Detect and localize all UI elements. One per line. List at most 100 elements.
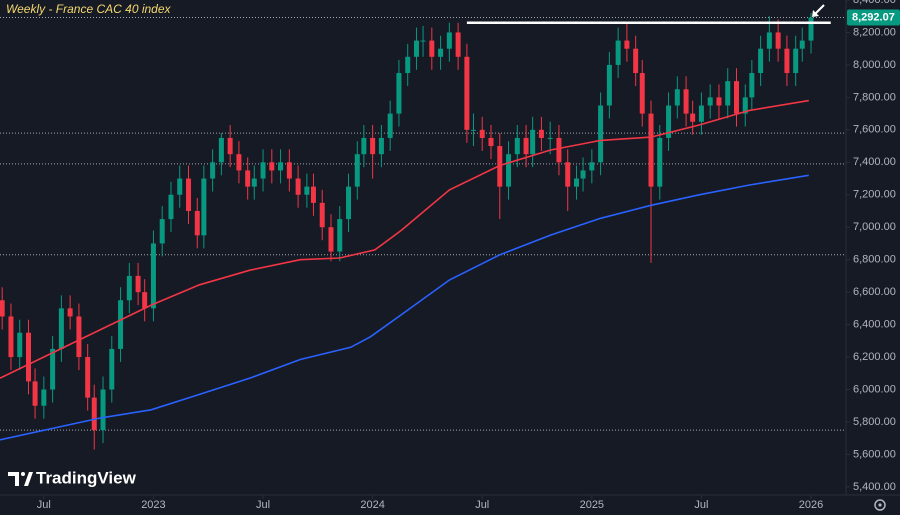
candle-body (742, 97, 748, 114)
settings-icon[interactable] (874, 499, 886, 511)
candle-body (506, 154, 512, 187)
candle-body (775, 32, 781, 49)
candle-body (648, 113, 654, 187)
x-tick-label: Jul (694, 499, 708, 511)
candle-body (346, 186, 352, 220)
candle-body (446, 32, 452, 49)
candle-body (319, 202, 325, 228)
candle-body (733, 81, 739, 114)
candle-body (32, 381, 38, 406)
x-tick-label: 2023 (141, 499, 165, 511)
candle-body (328, 227, 334, 252)
candle-body (337, 219, 343, 252)
y-tick-label: 6,400.00 (853, 318, 896, 330)
y-tick-label: 7,600.00 (853, 124, 896, 136)
candle-body (91, 397, 97, 431)
candle-body (85, 357, 91, 398)
candle-body (683, 89, 689, 114)
y-tick-label: 7,200.00 (853, 189, 896, 201)
x-tick-label: Jul (475, 499, 489, 511)
candle-body (589, 162, 595, 171)
candle-body (716, 97, 722, 106)
candle-body (109, 348, 115, 390)
x-tick-label: Jul (37, 499, 51, 511)
candle-body (606, 64, 612, 106)
candle-body (758, 48, 764, 74)
candle-body (201, 178, 207, 236)
candle-body (556, 137, 562, 163)
y-tick-label: 7,000.00 (853, 221, 896, 233)
candle-body (565, 162, 571, 187)
candle-body (168, 194, 174, 220)
moving-average-line (0, 99, 809, 379)
moving-average-line (0, 174, 809, 441)
candle-body (387, 113, 393, 138)
y-tick-label: 6,200.00 (853, 351, 896, 363)
axes: 5,400.00 5,600.00 5,800.00 6,000.00 6,200.00… (37, 0, 900, 511)
candle-body (286, 162, 292, 179)
y-tick-label: 6,800.00 (853, 254, 896, 266)
candle-body (396, 73, 402, 114)
arrow-annotation (812, 4, 825, 17)
candle-body (523, 137, 529, 155)
candle-body (488, 137, 494, 147)
candle-body (624, 40, 630, 49)
candle-body (793, 48, 799, 74)
candle-body (210, 162, 216, 179)
candle-body (413, 40, 419, 57)
candle-body (135, 275, 141, 293)
x-tick-label: Jul (256, 499, 270, 511)
candle-body (126, 275, 132, 301)
candle-body (150, 243, 156, 309)
candle-body (142, 292, 148, 309)
y-tick-label: 8,000.00 (853, 59, 896, 71)
candle-body (194, 210, 200, 236)
candle-body (547, 137, 553, 139)
y-tick-label: 6,000.00 (853, 383, 896, 395)
candle-body (420, 40, 426, 42)
candle-body (278, 162, 284, 171)
candle-body (245, 170, 251, 187)
y-tick-label: 8,200.00 (853, 26, 896, 38)
candle-body (784, 48, 790, 74)
candle-body (580, 170, 586, 179)
candle-body (8, 316, 14, 358)
x-tick-label: 2025 (580, 499, 604, 511)
candle-body (310, 186, 316, 203)
brand-logo: TradingView (8, 468, 137, 487)
y-tick-label: 5,600.00 (853, 448, 896, 460)
candle-body (236, 154, 242, 171)
y-tick-label: 8,400.00 (853, 0, 896, 6)
y-tick-label: 7,400.00 (853, 156, 896, 168)
candle-body (295, 178, 301, 195)
candle-body (25, 332, 31, 382)
candle-body (698, 105, 704, 122)
y-tick-label: 7,800.00 (853, 91, 896, 103)
candle-body (455, 32, 461, 57)
candle-body (0, 300, 5, 317)
candle-body (58, 308, 64, 349)
candle-body (50, 348, 56, 390)
candle-body (260, 162, 266, 179)
candle-body (633, 48, 639, 74)
candle-body (808, 17, 814, 41)
last-price-label: 8,292.07 (852, 11, 895, 23)
candle-body (378, 137, 384, 155)
candle-body (429, 40, 435, 57)
candle-body (615, 40, 621, 65)
candle-body (405, 56, 411, 74)
candle-body (573, 178, 579, 187)
candle-body (251, 178, 257, 187)
candle-body (725, 81, 731, 106)
candle-body (159, 219, 165, 244)
candle-body (479, 129, 485, 138)
candle-body (354, 154, 360, 187)
candle-body (227, 137, 233, 155)
plot-area (0, 12, 845, 450)
candle-body (177, 178, 183, 195)
candle-body (41, 389, 47, 406)
chart-title: Weekly - France CAC 40 index (6, 2, 172, 16)
candle-body (470, 129, 476, 131)
